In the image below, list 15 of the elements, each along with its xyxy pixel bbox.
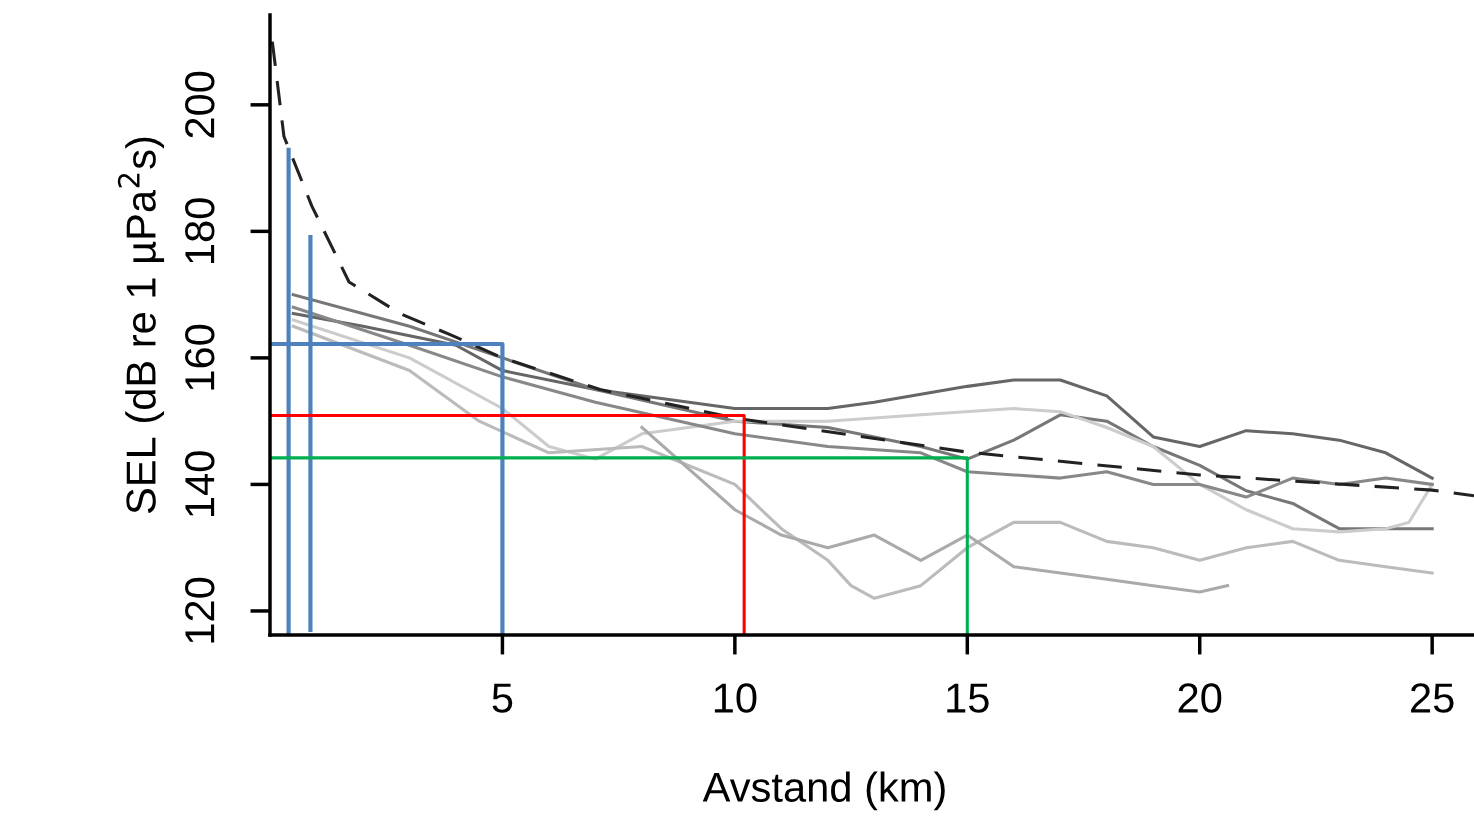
x-tick-label: 15: [947, 683, 989, 713]
y-tick-label: 180: [185, 198, 215, 263]
y-axis-title: SEL (dB re 1 µPa$^{2}$s): [117, 137, 165, 514]
x-tick-label: 5: [492, 683, 513, 713]
y-tick-label: 160: [185, 324, 215, 390]
x-tick-label: 25: [1411, 683, 1454, 713]
line-series: [640, 425, 1230, 594]
x-tick-label: 10: [714, 683, 757, 713]
y-tick-label: 140: [185, 451, 215, 517]
y-tick-label: 120: [185, 577, 215, 643]
x-axis-title: Avstand (km): [702, 771, 945, 811]
y-tick-label: 200: [185, 71, 215, 138]
x-tick-label: 20: [1178, 683, 1222, 713]
line-series: [291, 324, 1434, 600]
line-series: [270, 40, 1474, 498]
